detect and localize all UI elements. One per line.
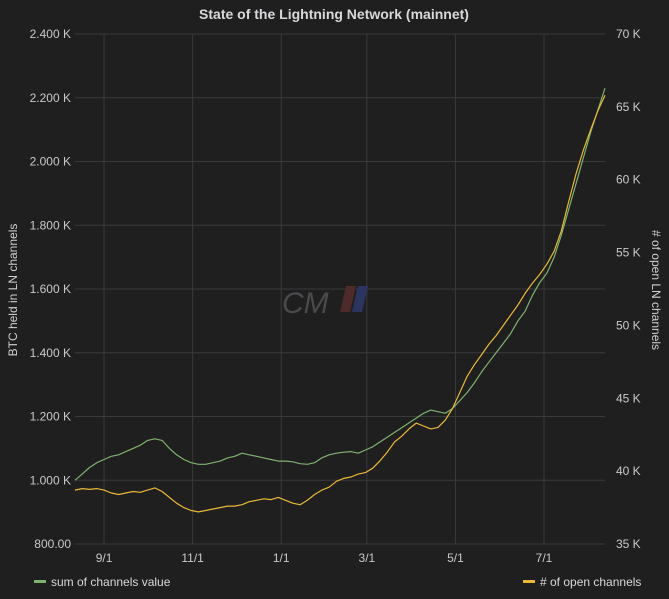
y-tick-label: 800.00 <box>34 537 71 551</box>
series <box>74 88 606 513</box>
y-tick-label: 1.600 K <box>30 282 71 296</box>
y-tick-label: 2.200 K <box>30 91 71 105</box>
left-y-axis: 800.00 1.000 K 1.200 K 1.400 K 1.600 K 1.800 … <box>30 27 72 551</box>
y2-tick-label: 65 K <box>616 100 641 114</box>
y2-tick-label: 60 K <box>616 173 641 187</box>
y-tick-label: 1.000 K <box>30 473 71 487</box>
y2-tick-label: 45 K <box>616 391 641 405</box>
y2-tick-label: 70 K <box>616 27 641 41</box>
x-tick-label: 9/1 <box>96 551 113 565</box>
x-tick-label: 3/1 <box>359 551 376 565</box>
legend-label: # of open channels <box>540 575 641 589</box>
y-tick-label: 2.000 K <box>30 155 71 169</box>
x-tick-label: 7/1 <box>536 551 553 565</box>
y-axis-title: BTC held in LN channels <box>6 224 20 357</box>
x-axis: 9/1 11/1 1/1 3/1 5/1 7/1 <box>96 551 553 565</box>
watermark-logo: CM <box>282 287 329 320</box>
x-tick-label: 5/1 <box>447 551 464 565</box>
y2-tick-label: 50 K <box>616 318 641 332</box>
x-tick-label: 1/1 <box>273 551 290 565</box>
x-tick-label: 11/1 <box>181 551 204 565</box>
y-tick-label: 1.400 K <box>30 346 71 360</box>
y2-axis-title: # of open LN channels <box>649 230 663 350</box>
series-line-open-channels <box>74 94 606 513</box>
legend-label: sum of channels value <box>51 575 171 589</box>
y-tick-label: 1.200 K <box>30 410 71 424</box>
right-y-axis: 35 K 40 K 45 K 50 K 55 K 60 K 65 K 70 K <box>616 27 641 551</box>
y2-tick-label: 55 K <box>616 246 641 260</box>
legend-swatch <box>523 580 535 583</box>
grid <box>75 33 605 545</box>
series-line-sum-of-channels-value <box>74 88 606 481</box>
y-tick-label: 2.400 K <box>30 27 71 41</box>
y2-tick-label: 40 K <box>616 464 641 478</box>
y2-tick-label: 35 K <box>616 537 641 551</box>
chart-title: State of the Lightning Network (mainnet) <box>199 6 469 22</box>
legend-swatch <box>34 580 46 583</box>
y-tick-label: 1.800 K <box>30 218 71 232</box>
watermark-flag-icon <box>340 286 368 312</box>
legend-item-sum-of-channels-value[interactable]: sum of channels value <box>34 575 171 589</box>
legend-item-open-channels[interactable]: # of open channels <box>523 575 641 589</box>
